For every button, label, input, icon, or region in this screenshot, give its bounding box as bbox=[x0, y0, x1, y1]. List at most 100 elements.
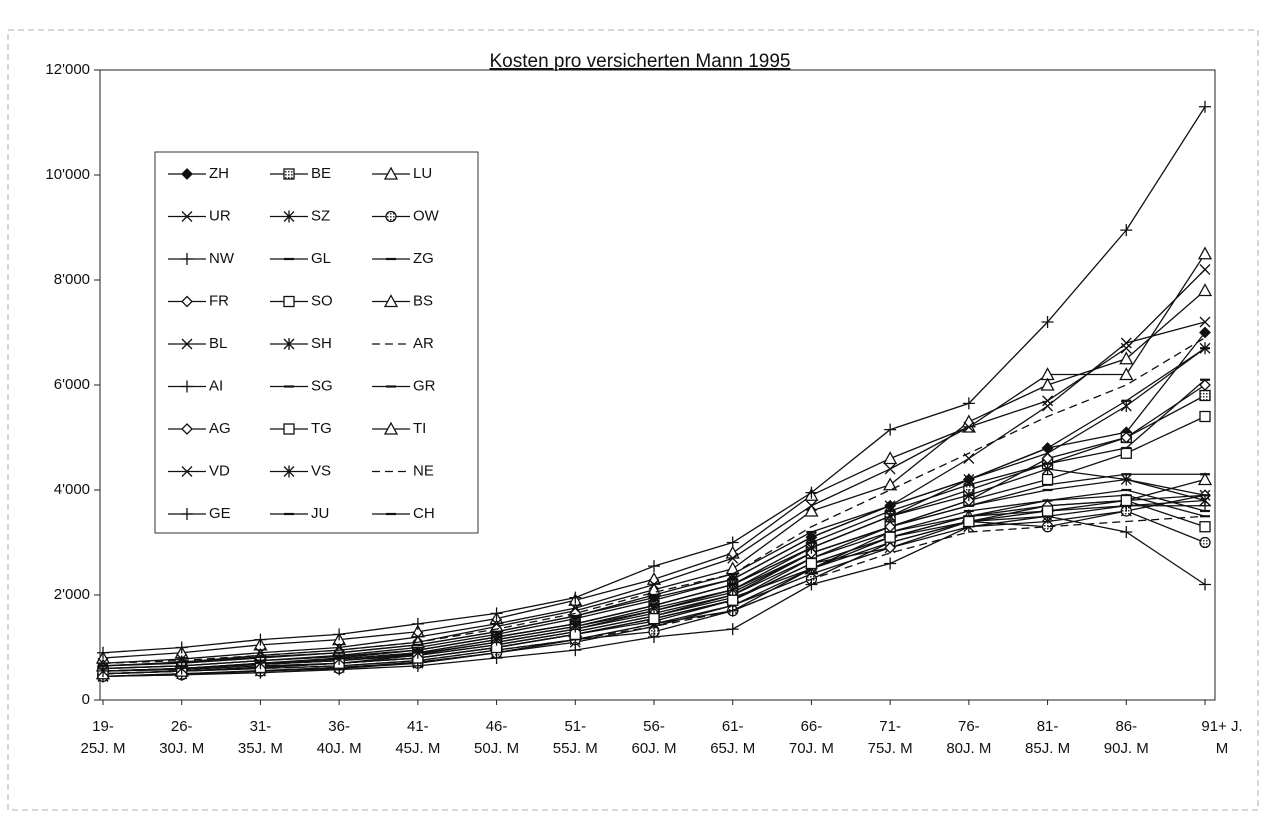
legend-label: JU bbox=[311, 505, 329, 522]
point-marker bbox=[1119, 367, 1134, 381]
y-tick-label: 2'000 bbox=[54, 586, 90, 603]
legend-label: OW bbox=[413, 207, 440, 224]
y-tick-label: 4'000 bbox=[54, 481, 90, 498]
y-tick-label: 0 bbox=[82, 691, 90, 708]
x-tick-label: 86- 90J. M bbox=[1103, 718, 1149, 757]
point-marker bbox=[569, 602, 581, 614]
point-marker bbox=[805, 486, 818, 499]
y-tick-label: 12'000 bbox=[45, 61, 90, 78]
marker bbox=[181, 508, 193, 520]
point-marker bbox=[726, 604, 739, 617]
point-marker bbox=[726, 536, 739, 549]
x-tick-label: 56- 60J. M bbox=[631, 718, 677, 757]
marker bbox=[283, 295, 295, 308]
marker bbox=[283, 423, 295, 435]
x-tick-label: 66- 70J. M bbox=[788, 718, 834, 757]
legend-label: BE bbox=[311, 165, 331, 182]
point-marker bbox=[1199, 389, 1211, 402]
marker bbox=[181, 466, 193, 477]
point-marker bbox=[883, 451, 898, 465]
marker bbox=[181, 295, 193, 308]
point-marker bbox=[648, 631, 660, 643]
point-marker bbox=[884, 541, 897, 554]
point-marker bbox=[1199, 264, 1211, 275]
point-marker bbox=[1199, 410, 1211, 423]
legend-label: AI bbox=[209, 377, 223, 394]
point-marker bbox=[805, 578, 818, 591]
marker bbox=[383, 421, 399, 435]
marker bbox=[181, 168, 193, 180]
point-marker bbox=[884, 463, 896, 475]
marker bbox=[181, 211, 193, 222]
point-marker bbox=[727, 594, 739, 606]
point-marker bbox=[569, 644, 582, 657]
x-tick-label: 26- 30J. M bbox=[159, 718, 205, 757]
legend-label: VD bbox=[209, 462, 230, 479]
legend-label: VS bbox=[311, 462, 331, 479]
y-tick-label: 6'000 bbox=[54, 376, 90, 393]
marker bbox=[181, 380, 193, 393]
y-tick-label: 8'000 bbox=[54, 271, 90, 288]
y-tick-label: 10'000 bbox=[45, 166, 90, 183]
legend-label: GE bbox=[209, 505, 231, 522]
point-marker bbox=[884, 423, 897, 436]
x-tick-label: 41- 45J. M bbox=[395, 718, 441, 757]
x-tick-label: 81- 85J. M bbox=[1025, 718, 1071, 757]
point-marker bbox=[411, 617, 424, 630]
point-marker bbox=[333, 642, 345, 653]
point-marker bbox=[1199, 316, 1211, 328]
point-marker bbox=[648, 579, 660, 590]
legend-label: GR bbox=[413, 377, 436, 394]
legend-label: BL bbox=[209, 335, 227, 352]
point-marker bbox=[727, 552, 739, 564]
marker bbox=[283, 465, 295, 478]
point-marker bbox=[1041, 505, 1054, 517]
point-marker bbox=[1120, 431, 1133, 444]
point-marker bbox=[1040, 377, 1055, 391]
series-line bbox=[102, 515, 1206, 675]
point-marker bbox=[333, 628, 346, 641]
point-marker bbox=[1197, 283, 1213, 297]
point-marker bbox=[491, 618, 503, 630]
legend-label: TI bbox=[413, 420, 426, 437]
x-tick-label: 31- 35J. M bbox=[237, 718, 283, 757]
legend-label: GL bbox=[311, 250, 331, 267]
point-marker bbox=[1199, 100, 1211, 113]
marker bbox=[383, 166, 399, 180]
legend-label: FR bbox=[209, 292, 229, 309]
point-marker bbox=[1041, 473, 1054, 486]
point-marker bbox=[1199, 578, 1211, 591]
marker bbox=[181, 338, 193, 350]
x-tick-label: 51- 55J. M bbox=[552, 718, 598, 757]
legend-label: BS bbox=[413, 292, 433, 309]
point-marker bbox=[805, 500, 817, 512]
point-marker bbox=[1120, 473, 1132, 486]
legend-label: CH bbox=[413, 505, 435, 522]
x-tick-label: 36- 40J. M bbox=[316, 718, 362, 757]
point-marker bbox=[490, 652, 503, 664]
marker bbox=[383, 294, 399, 308]
legend-label: NW bbox=[209, 250, 235, 267]
point-marker bbox=[569, 591, 582, 604]
point-marker bbox=[1199, 326, 1211, 339]
legend-label: LU bbox=[413, 165, 432, 182]
frame bbox=[7, 29, 1259, 811]
point-marker bbox=[1197, 472, 1213, 486]
point-marker bbox=[1197, 246, 1213, 260]
point-marker bbox=[1120, 342, 1132, 354]
legend-label: ZH bbox=[209, 165, 229, 182]
point-marker bbox=[1199, 494, 1211, 507]
series-line bbox=[102, 337, 1206, 664]
marker bbox=[283, 338, 295, 350]
point-marker bbox=[1041, 316, 1054, 328]
marker bbox=[385, 210, 397, 223]
point-marker bbox=[1120, 224, 1133, 237]
marker bbox=[283, 168, 295, 180]
point-marker bbox=[884, 531, 896, 543]
point-marker bbox=[727, 583, 739, 596]
legend bbox=[154, 151, 479, 534]
point-marker bbox=[1199, 521, 1211, 533]
point-marker bbox=[1120, 494, 1132, 507]
legend-label: TG bbox=[311, 420, 332, 437]
